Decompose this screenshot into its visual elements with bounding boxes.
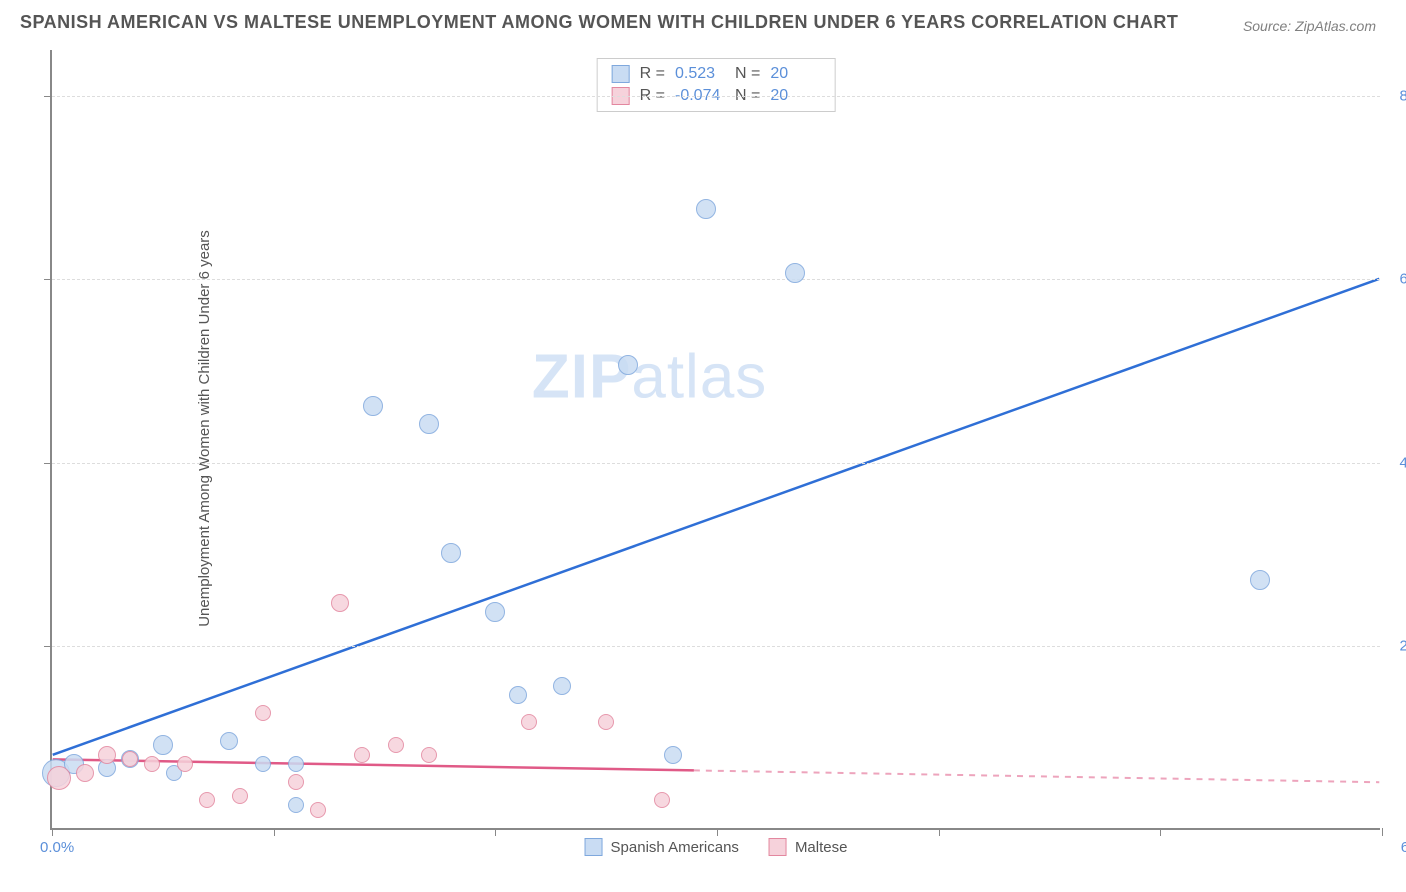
data-point xyxy=(354,747,370,763)
data-point xyxy=(419,414,439,434)
stats-row: R = 0.523 N = 20 xyxy=(612,63,821,85)
gridline xyxy=(52,463,1380,464)
data-point xyxy=(199,792,215,808)
data-point xyxy=(177,756,193,772)
stats-n-value: 20 xyxy=(770,65,820,83)
data-point xyxy=(441,543,461,563)
data-point xyxy=(232,788,248,804)
x-tick-mark xyxy=(939,828,940,836)
x-tick-mark xyxy=(52,828,53,836)
y-tick-mark xyxy=(44,96,52,97)
legend-item: Spanish Americans xyxy=(585,838,739,856)
y-tick-label: 20.0% xyxy=(1399,638,1406,655)
data-point xyxy=(485,602,505,622)
gridline xyxy=(52,279,1380,280)
data-point xyxy=(220,732,238,750)
legend-label: Maltese xyxy=(795,839,848,856)
legend-swatch xyxy=(769,838,787,856)
x-tick-mark xyxy=(717,828,718,836)
stats-r-value: 0.523 xyxy=(675,65,725,83)
data-point xyxy=(598,714,614,730)
y-tick-mark xyxy=(44,646,52,647)
data-point xyxy=(255,756,271,772)
y-tick-mark xyxy=(44,279,52,280)
legend: Spanish Americans Maltese xyxy=(585,838,848,856)
data-point xyxy=(553,677,571,695)
data-point xyxy=(509,686,527,704)
data-point xyxy=(122,751,138,767)
stats-box: R =0.523N =20R =-0.074N =20 xyxy=(597,58,836,112)
data-point xyxy=(76,764,94,782)
x-tick-max: 6.0% xyxy=(1401,839,1406,856)
data-point xyxy=(664,746,682,764)
gridline xyxy=(52,646,1380,647)
trend-line-extrapolated xyxy=(694,770,1379,782)
data-point xyxy=(288,756,304,772)
legend-label: Spanish Americans xyxy=(611,839,739,856)
x-tick-mark xyxy=(274,828,275,836)
data-point xyxy=(785,263,805,283)
y-tick-mark xyxy=(44,463,52,464)
legend-item: Maltese xyxy=(769,838,848,856)
data-point xyxy=(288,774,304,790)
data-point xyxy=(255,705,271,721)
data-point xyxy=(310,802,326,818)
trend-line xyxy=(53,279,1380,755)
x-tick-mark xyxy=(1382,828,1383,836)
data-point xyxy=(696,199,716,219)
data-point xyxy=(144,756,160,772)
plot-area: ZIPatlas R =0.523N =20R =-0.074N =20 0.0… xyxy=(50,50,1380,830)
trend-lines xyxy=(52,50,1380,828)
x-tick-min: 0.0% xyxy=(40,839,74,856)
y-tick-label: 80.0% xyxy=(1399,87,1406,104)
data-point xyxy=(421,747,437,763)
data-point xyxy=(388,737,404,753)
data-point xyxy=(654,792,670,808)
chart-title: SPANISH AMERICAN VS MALTESE UNEMPLOYMENT… xyxy=(20,12,1178,33)
stats-swatch xyxy=(612,65,630,83)
data-point xyxy=(363,396,383,416)
data-point xyxy=(331,594,349,612)
data-point xyxy=(153,735,173,755)
data-point xyxy=(618,355,638,375)
stats-r-label: R = xyxy=(640,65,665,83)
x-tick-mark xyxy=(495,828,496,836)
source-label: Source: ZipAtlas.com xyxy=(1243,18,1376,34)
data-point xyxy=(1250,570,1270,590)
y-tick-label: 60.0% xyxy=(1399,271,1406,288)
gridline xyxy=(52,96,1380,97)
x-tick-mark xyxy=(1160,828,1161,836)
data-point xyxy=(98,746,116,764)
stats-n-label: N = xyxy=(735,65,760,83)
data-point xyxy=(521,714,537,730)
y-tick-label: 40.0% xyxy=(1399,454,1406,471)
data-point xyxy=(288,797,304,813)
legend-swatch xyxy=(585,838,603,856)
data-point xyxy=(47,766,71,790)
